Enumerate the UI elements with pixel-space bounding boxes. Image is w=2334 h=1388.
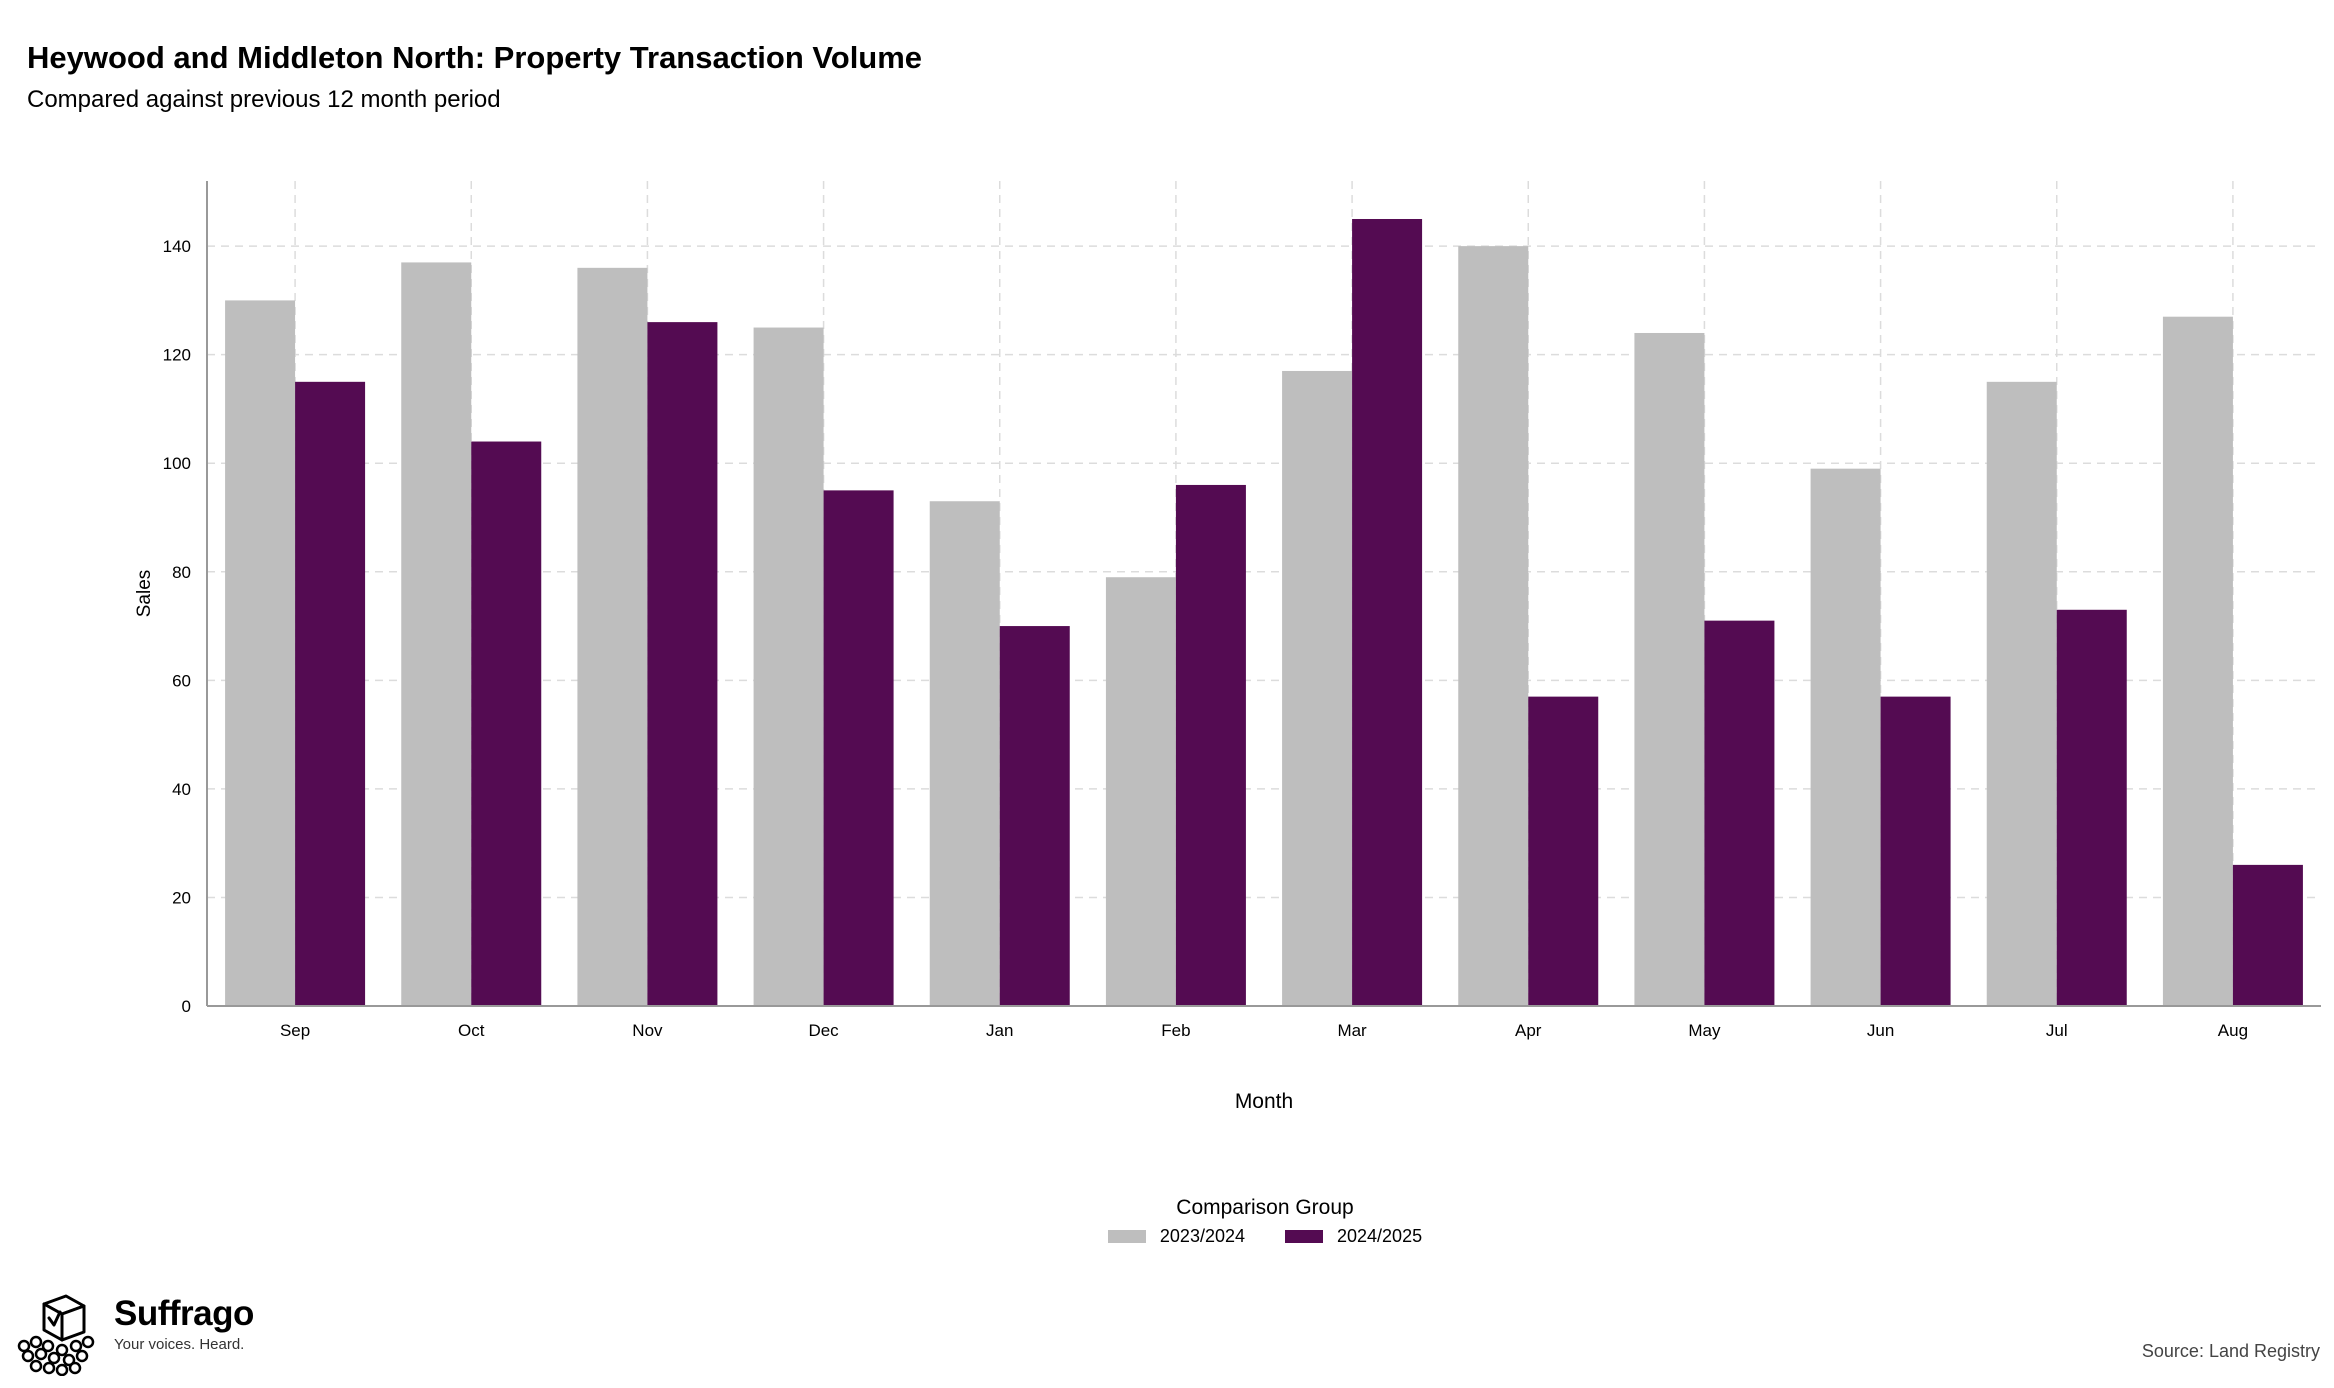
y-tick-label: 0 bbox=[182, 997, 191, 1016]
x-axis-title: Month bbox=[1235, 1090, 1293, 1113]
bar-2023-2024-dec bbox=[753, 327, 824, 1007]
y-axis-title: Sales bbox=[134, 570, 155, 618]
legend-label-2024-2025: 2024/2025 bbox=[1337, 1226, 1423, 1246]
bar-2023-2024-nov bbox=[577, 267, 648, 1006]
bar-2024-2025-mar bbox=[1352, 218, 1423, 1007]
bar-2023-2024-mar bbox=[1282, 370, 1353, 1006]
chart-subtitle: Compared against previous 12 month perio… bbox=[27, 86, 501, 113]
ballot-box-icon bbox=[17, 1294, 95, 1376]
bar-2024-2025-oct bbox=[471, 441, 542, 1006]
x-tick-label: May bbox=[1688, 1021, 1721, 1040]
bar-2024-2025-jul bbox=[2056, 609, 2127, 1006]
bar-2023-2024-jul bbox=[1986, 381, 2057, 1006]
bar-2023-2024-jan bbox=[929, 501, 1000, 1006]
bars bbox=[225, 218, 2303, 1007]
bar-2024-2025-sep bbox=[295, 381, 366, 1006]
x-tick-label: Dec bbox=[808, 1021, 839, 1040]
bar-2023-2024-aug bbox=[2162, 316, 2233, 1006]
x-tick-label: Sep bbox=[280, 1021, 310, 1040]
bar-2023-2024-jun bbox=[1810, 468, 1881, 1007]
bar-2024-2025-may bbox=[1704, 620, 1775, 1006]
bar-2023-2024-sep bbox=[225, 300, 296, 1006]
x-tick-label: Apr bbox=[1515, 1021, 1542, 1040]
chart-title: Heywood and Middleton North: Property Tr… bbox=[27, 40, 923, 75]
y-tick-label: 140 bbox=[163, 237, 191, 256]
bar-chart: 0 20 40 60 80 100 120 140 Sep Oct Nov Dec Jan Feb Mar A… bbox=[134, 181, 2321, 1113]
y-tick-label: 40 bbox=[172, 780, 191, 799]
axes bbox=[206, 181, 2321, 1007]
legend-item-2024-2025: 2024/2025 bbox=[1285, 1226, 1422, 1247]
legend-swatch-2024-2025 bbox=[1285, 1230, 1323, 1243]
bar-2023-2024-apr bbox=[1458, 246, 1529, 1006]
tick-labels: 0 20 40 60 80 100 120 140 Sep Oct Nov Dec Jan Feb Mar A… bbox=[163, 237, 2248, 1040]
legend-swatch-2023-2024 bbox=[1107, 1230, 1146, 1243]
logo-name: Suffrago bbox=[114, 1294, 254, 1333]
x-tick-label: Aug bbox=[2218, 1021, 2248, 1040]
bar-2024-2025-dec bbox=[823, 490, 894, 1006]
legend-label-2023-2024: 2023/2024 bbox=[1159, 1226, 1245, 1246]
y-tick-label: 60 bbox=[172, 671, 191, 690]
legend: Comparison Group 2023/2024 2024/2025 bbox=[0, 1196, 2334, 1248]
legend-item-2023-2024: 2023/2024 bbox=[1107, 1226, 1245, 1247]
x-tick-label: Mar bbox=[1337, 1021, 1367, 1040]
bar-2024-2025-aug bbox=[2232, 864, 2303, 1006]
y-tick-label: 100 bbox=[163, 454, 191, 473]
bar-2024-2025-jun bbox=[1880, 696, 1951, 1006]
bar-2023-2024-oct bbox=[401, 262, 472, 1007]
bar-2024-2025-jan bbox=[999, 626, 1070, 1006]
y-tick-label: 80 bbox=[172, 563, 191, 582]
bar-2024-2025-apr bbox=[1528, 696, 1599, 1006]
x-tick-label: Nov bbox=[632, 1021, 663, 1040]
bar-2023-2024-feb bbox=[1105, 577, 1176, 1006]
bar-2024-2025-feb bbox=[1175, 484, 1246, 1006]
x-tick-label: Jul bbox=[2046, 1021, 2068, 1040]
y-tick-label: 20 bbox=[172, 888, 191, 907]
logo-text: Suffrago Your voices. Heard. bbox=[114, 1294, 254, 1353]
x-tick-label: Jan bbox=[986, 1021, 1013, 1040]
y-tick-label: 120 bbox=[163, 346, 191, 365]
bar-2023-2024-may bbox=[1634, 332, 1705, 1006]
suffrago-logo: Suffrago Your voices. Heard. bbox=[14, 1294, 254, 1376]
legend-title: Comparison Group bbox=[1176, 1196, 1354, 1219]
source-note: Source: Land Registry bbox=[2141, 1341, 2320, 1361]
legend-items: 2023/2024 2024/2025 bbox=[1107, 1226, 1422, 1247]
x-tick-label: Feb bbox=[1161, 1021, 1190, 1040]
x-tick-label: Oct bbox=[458, 1021, 485, 1040]
bar-2024-2025-nov bbox=[647, 322, 718, 1006]
logo-tagline: Your voices. Heard. bbox=[114, 1336, 245, 1353]
x-tick-label: Jun bbox=[1867, 1021, 1894, 1040]
